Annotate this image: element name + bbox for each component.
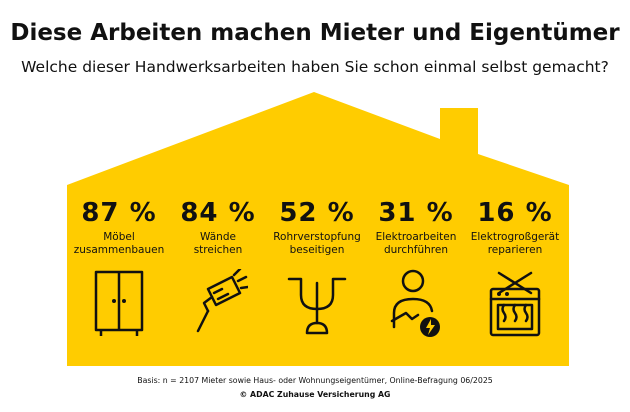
stat-label: Elektrogroßgerät reparieren [470,231,560,256]
stat-value: 16 % [477,198,553,228]
stat-label: Möbel zusammenbauen [73,231,165,256]
electrician-icon [390,269,440,337]
plunger-pipe-icon [287,277,347,335]
stat-value: 84 % [180,198,256,228]
stat-item-waende: 84 % Wände streichen [159,197,277,333]
basis-note: Basis: n = 2107 Mieter sowie Haus- oder … [137,376,493,385]
stat-item-moebel: 87 % Möbel zusammenbauen [60,197,178,336]
stat-item-grossgeraet: 16 % Elektrogroßgerät reparieren [456,197,574,337]
stat-label: Wände streichen [193,231,243,256]
stat-item-rohr: 52 % Rohrverstopfung beseitigen [258,197,376,335]
stat-label: Elektroarbeiten durchführen [375,231,457,256]
stat-label: Rohrverstopfung beseitigen [273,231,361,256]
copyright-note: © ADAC Zuhause Versicherung AG [239,390,391,399]
stat-item-elektro: 31 % Elektroarbeiten durchführen [357,197,475,337]
wardrobe-icon [94,270,144,336]
stat-value: 87 % [81,198,157,228]
stat-value: 31 % [378,198,454,228]
stat-value: 52 % [279,198,355,228]
oven-repair-icon [489,271,541,337]
paint-roller-icon [196,269,248,333]
page-subtitle: Welche dieser Handwerksarbeiten haben Si… [21,58,609,76]
page-title: Diese Arbeiten machen Mieter und Eigentü… [10,20,620,46]
